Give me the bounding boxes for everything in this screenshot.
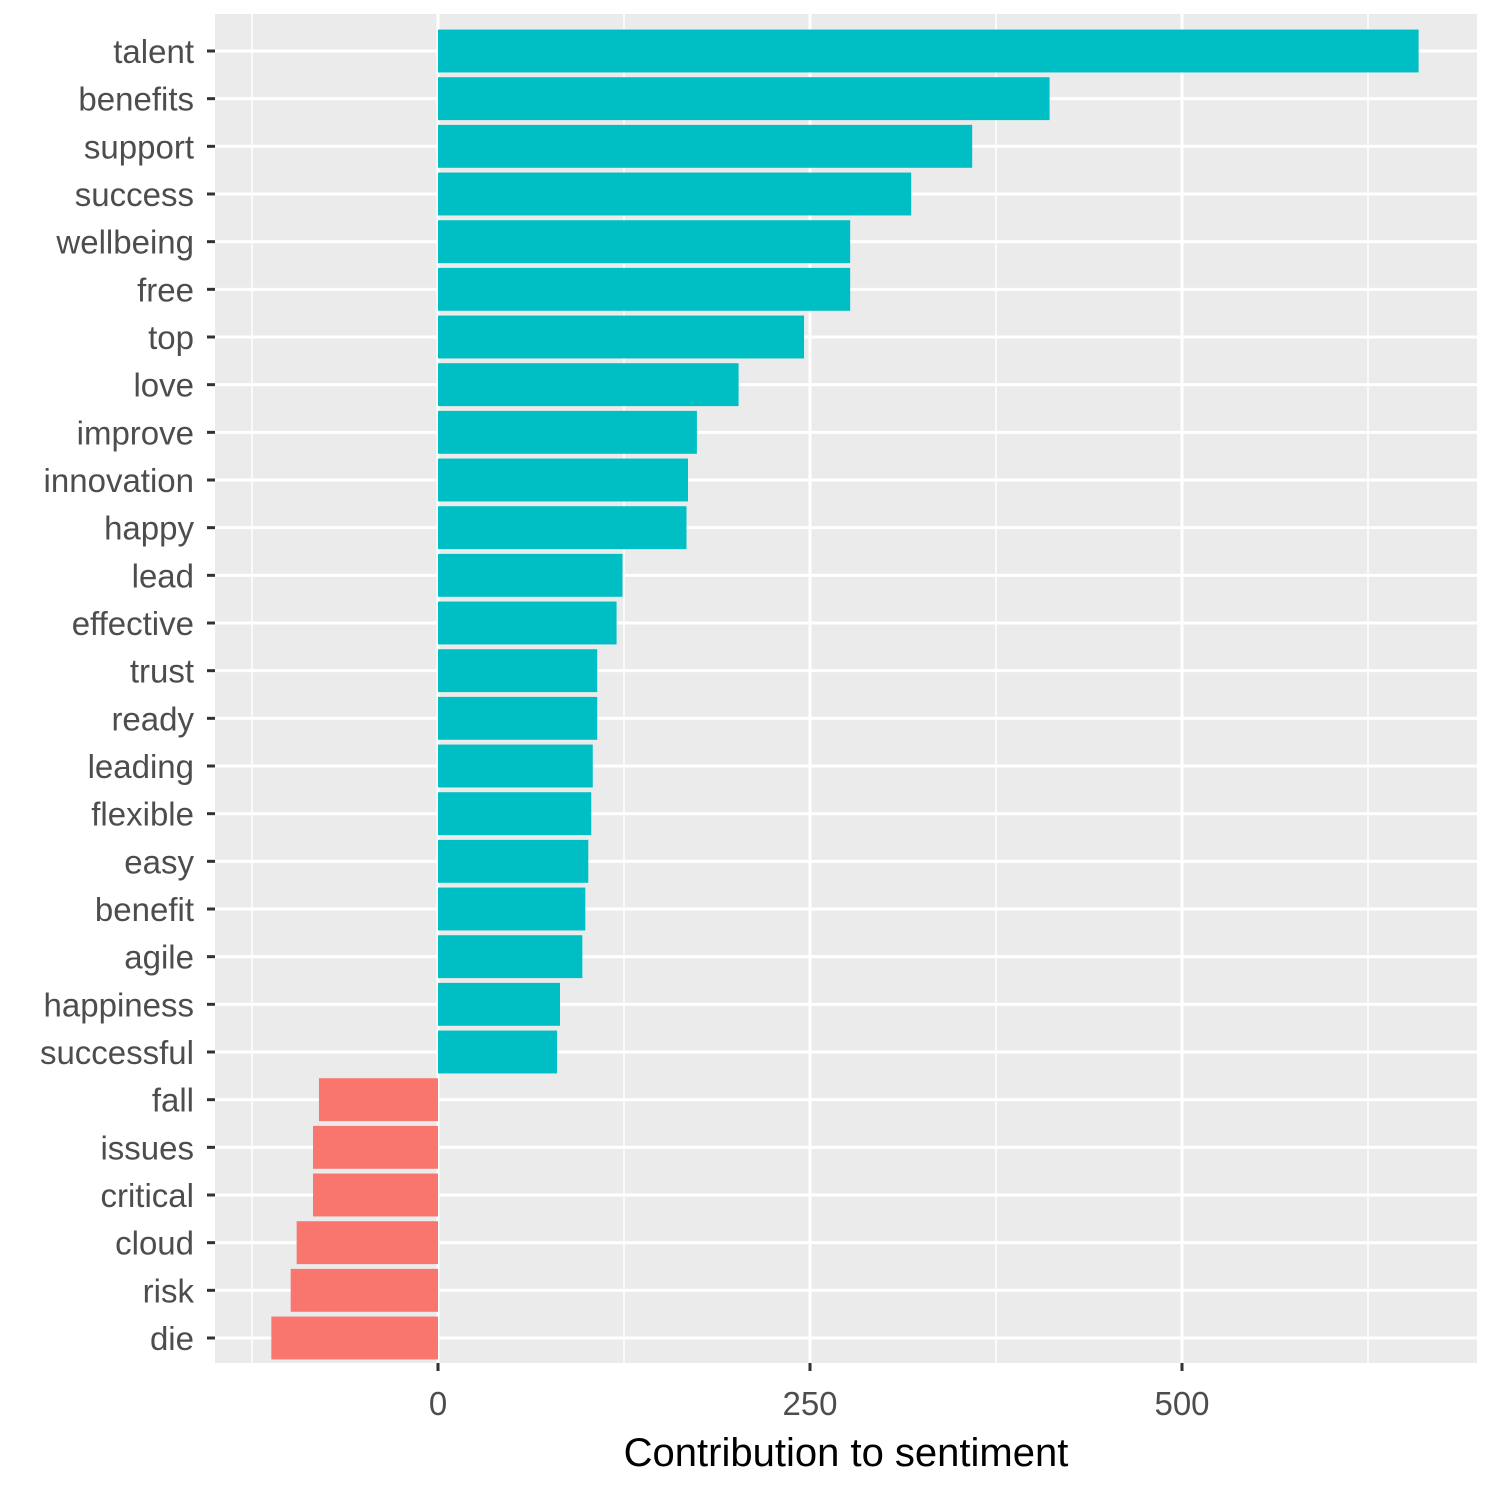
y-tick-label: cloud <box>115 1225 194 1262</box>
bar-free <box>438 267 851 311</box>
bar-lead <box>438 553 623 597</box>
x-axis: 0 250 500 <box>429 1363 1210 1422</box>
y-tick-label: successful <box>40 1034 194 1071</box>
y-tick-label: top <box>148 319 194 356</box>
bar-easy <box>438 839 589 883</box>
y-tick-label: support <box>84 128 194 165</box>
y-tick-label: flexible <box>91 796 194 833</box>
y-tick-label: issues <box>100 1129 194 1166</box>
bar-innovation <box>438 458 688 502</box>
bar-happiness <box>438 982 561 1026</box>
y-tick-label: critical <box>100 1177 194 1214</box>
y-tick-label: trust <box>130 653 194 690</box>
bar-support <box>438 124 973 168</box>
y-tick-label: success <box>75 176 194 213</box>
bar-risk <box>290 1268 438 1312</box>
y-tick-label: free <box>137 271 194 308</box>
bar-fall <box>318 1078 438 1122</box>
bar-wellbeing <box>438 220 851 264</box>
bar-improve <box>438 410 697 454</box>
x-tick-label: 250 <box>782 1385 837 1422</box>
bar-ready <box>438 696 598 740</box>
y-tick-label: improve <box>77 414 194 451</box>
bar-talent <box>438 29 1419 73</box>
y-tick-label: lead <box>132 557 194 594</box>
y-tick-label: effective <box>72 605 194 642</box>
bar-flexible <box>438 792 592 836</box>
bar-successful <box>438 1030 558 1074</box>
bar-success <box>438 172 912 216</box>
y-tick-label: benefit <box>95 891 194 928</box>
y-tick-label: wellbeing <box>55 224 194 261</box>
x-tick-label: 500 <box>1154 1385 1209 1422</box>
bar-agile <box>438 935 583 979</box>
y-axis: talent benefits support success wellbeing fre… <box>40 33 215 1357</box>
bar-trust <box>438 649 598 693</box>
y-tick-label: ready <box>111 700 194 737</box>
y-tick-label: happy <box>104 510 194 547</box>
bar-love <box>438 363 739 407</box>
bar-effective <box>438 601 617 645</box>
y-tick-label: risk <box>143 1272 195 1309</box>
bar-happy <box>438 506 687 550</box>
bar-cloud <box>296 1221 438 1265</box>
bar-benefits <box>438 77 1050 121</box>
bar-die <box>271 1316 438 1360</box>
y-tick-label: leading <box>88 748 194 785</box>
bar-benefit <box>438 887 586 931</box>
y-tick-label: love <box>133 367 194 404</box>
bar-critical <box>313 1173 438 1217</box>
bar-issues <box>313 1125 438 1169</box>
y-tick-label: easy <box>124 843 194 880</box>
bars <box>271 29 1419 1360</box>
y-tick-label: fall <box>152 1082 194 1119</box>
bar-leading <box>438 744 593 788</box>
y-tick-label: benefits <box>78 81 194 118</box>
y-tick-label: happiness <box>44 986 194 1023</box>
y-tick-label: die <box>150 1320 194 1357</box>
bar-top <box>438 315 805 359</box>
x-tick-label: 0 <box>429 1385 447 1422</box>
x-axis-title: Contribution to sentiment <box>624 1431 1069 1475</box>
y-tick-label: innovation <box>44 462 194 499</box>
y-tick-label: agile <box>124 939 194 976</box>
y-tick-label: talent <box>113 33 194 70</box>
